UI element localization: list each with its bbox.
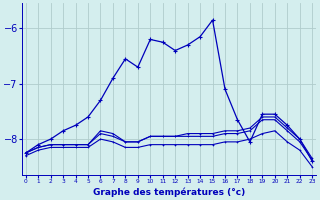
X-axis label: Graphe des températures (°c): Graphe des températures (°c) <box>93 187 245 197</box>
